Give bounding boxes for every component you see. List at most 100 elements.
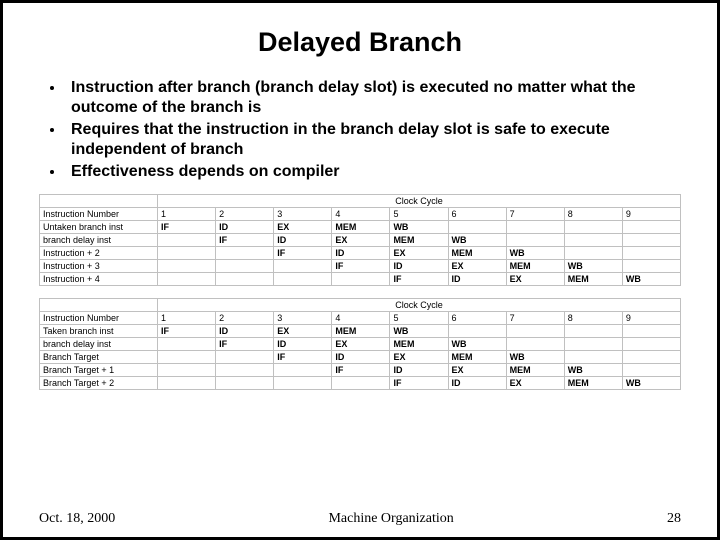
stage-cell [622,351,680,364]
stage-cell: IF [332,260,390,273]
stage-cell [158,351,216,364]
stage-cell: ID [216,325,274,338]
footer-course: Machine Organization [115,511,667,527]
stage-cell: WB [448,234,506,247]
stage-cell [564,221,622,234]
stage-cell [506,221,564,234]
row-label: Instruction + 3 [40,260,158,273]
cycle-number: 7 [506,208,564,221]
bullet-item: Requires that the instruction in the bra… [65,120,681,160]
row-label: branch delay inst [40,234,158,247]
stage-cell: WB [622,377,680,390]
stage-cell [216,260,274,273]
footer: Oct. 18, 2000 Machine Organization 28 [39,511,681,527]
stage-cell [622,325,680,338]
stage-cell: ID [216,221,274,234]
stage-cell: WB [564,260,622,273]
instruction-number-label: Instruction Number [40,312,158,325]
stage-cell [622,364,680,377]
stage-cell: MEM [506,364,564,377]
stage-cell [158,377,216,390]
stage-cell: ID [332,351,390,364]
footer-date: Oct. 18, 2000 [39,511,115,527]
stage-cell [216,351,274,364]
stage-cell: MEM [564,377,622,390]
cycle-number: 5 [390,208,448,221]
cycle-number: 4 [332,208,390,221]
stage-cell [216,273,274,286]
stage-cell [158,273,216,286]
cycle-number: 1 [158,312,216,325]
cycle-number: 3 [274,208,332,221]
row-label: Branch Target + 2 [40,377,158,390]
cycle-number: 3 [274,312,332,325]
stage-cell: EX [390,247,448,260]
stage-cell [448,221,506,234]
stage-cell: MEM [564,273,622,286]
slide-title: Delayed Branch [39,27,681,58]
row-label: Branch Target [40,351,158,364]
row-label: Taken branch inst [40,325,158,338]
bullet-item: Effectiveness depends on compiler [65,162,681,182]
stage-cell: ID [448,377,506,390]
stage-cell: EX [448,364,506,377]
stage-cell: IF [274,247,332,260]
stage-cell [622,338,680,351]
instruction-number-label: Instruction Number [40,208,158,221]
stage-cell: WB [448,338,506,351]
stage-cell: WB [506,247,564,260]
stage-cell [564,338,622,351]
stage-cell [158,234,216,247]
stage-cell: IF [332,364,390,377]
stage-cell [332,377,390,390]
stage-cell [506,325,564,338]
stage-cell: EX [506,377,564,390]
cycle-number: 6 [448,312,506,325]
pipeline-table-untaken: Clock Cycle Instruction Number123456789 … [39,194,681,286]
stage-cell [216,247,274,260]
stage-cell: MEM [448,247,506,260]
stage-cell: WB [622,273,680,286]
stage-cell: WB [506,351,564,364]
bullet-list: Instruction after branch (branch delay s… [65,78,681,182]
row-label: Untaken branch inst [40,221,158,234]
footer-page: 28 [667,511,681,527]
stage-cell: EX [274,221,332,234]
row-label: Branch Target + 1 [40,364,158,377]
stage-cell: ID [448,273,506,286]
stage-cell: IF [216,338,274,351]
stage-cell: WB [390,221,448,234]
stage-cell: WB [564,364,622,377]
stage-cell: IF [390,273,448,286]
stage-cell [274,260,332,273]
stage-cell: EX [390,351,448,364]
stage-cell [506,338,564,351]
stage-cell [158,247,216,260]
stage-cell [506,234,564,247]
stage-cell: EX [506,273,564,286]
cycle-number: 7 [506,312,564,325]
stage-cell: ID [332,247,390,260]
cycle-number: 8 [564,208,622,221]
stage-cell [216,377,274,390]
stage-cell [564,325,622,338]
stage-cell [158,260,216,273]
pipeline-table-taken: Clock Cycle Instruction Number123456789 … [39,298,681,390]
stage-cell: ID [274,234,332,247]
cycle-number: 8 [564,312,622,325]
cycle-number: 6 [448,208,506,221]
cycle-number: 4 [332,312,390,325]
slide: Delayed Branch Instruction after branch … [0,0,720,540]
stage-cell: EX [332,338,390,351]
stage-cell: ID [274,338,332,351]
cycle-number: 2 [216,208,274,221]
cycle-number: 9 [622,312,680,325]
stage-cell: ID [390,260,448,273]
stage-cell: EX [448,260,506,273]
row-label: Instruction + 4 [40,273,158,286]
stage-cell: MEM [506,260,564,273]
cycle-number: 9 [622,208,680,221]
stage-cell [564,351,622,364]
stage-cell: MEM [332,221,390,234]
bullet-item: Instruction after branch (branch delay s… [65,78,681,118]
